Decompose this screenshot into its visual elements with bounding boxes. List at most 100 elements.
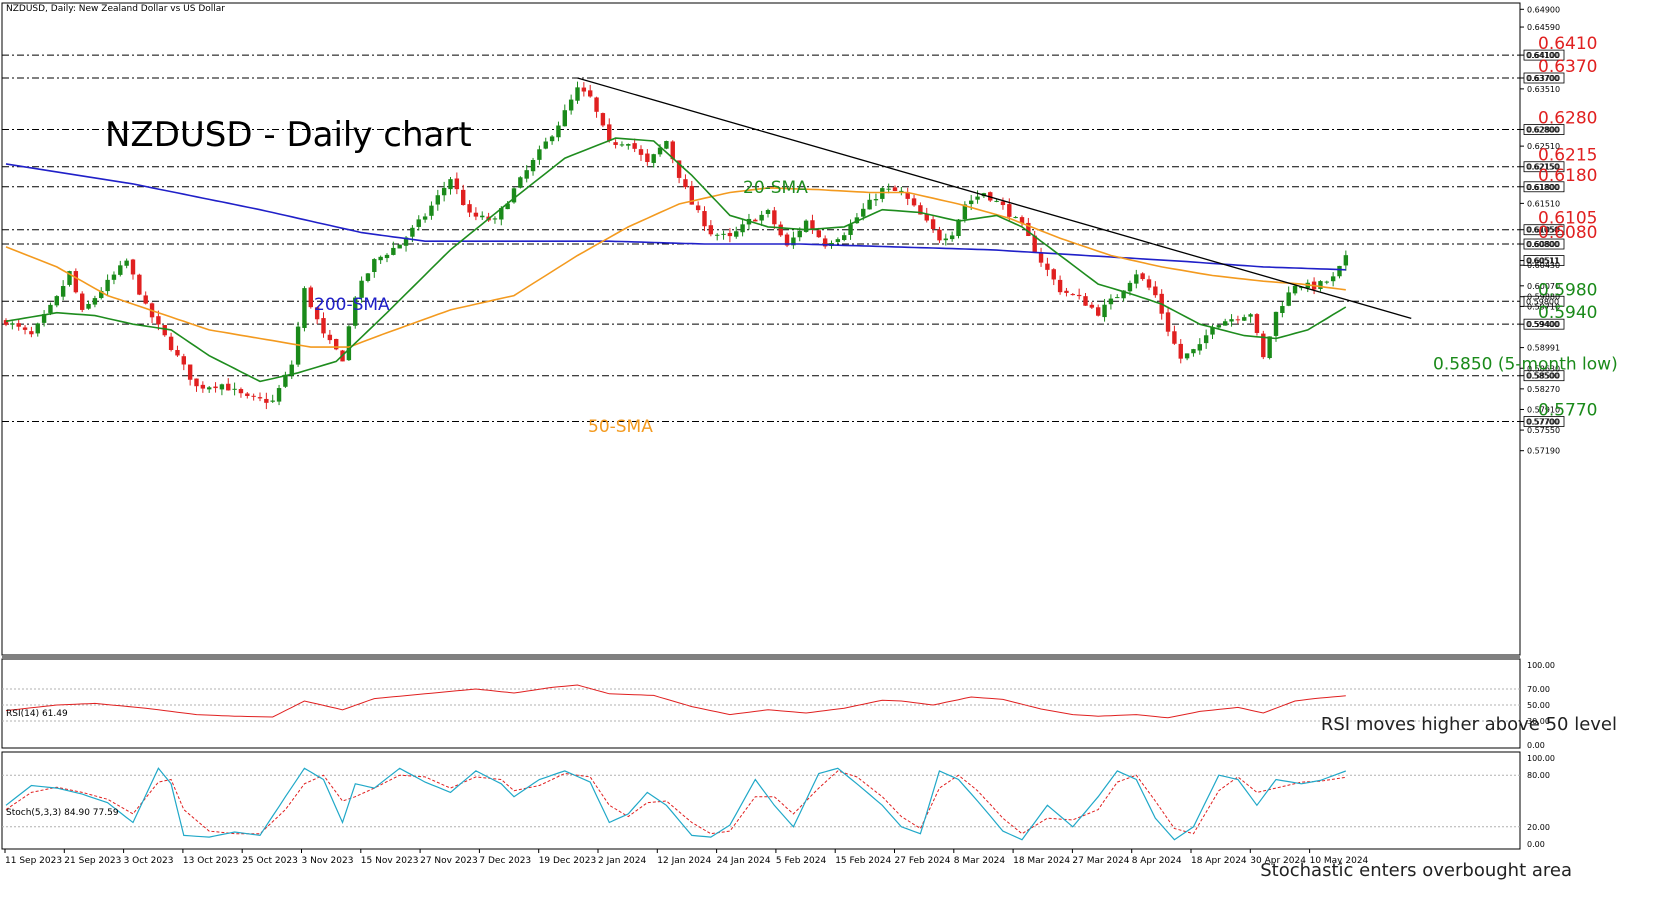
current-price-label: 0.60511 [1526, 257, 1559, 266]
rsi-pane-frame [1, 658, 1521, 749]
price-tick-label: 0.61050 [1527, 226, 1560, 235]
price-tick-label: 0.58270 [1527, 385, 1560, 394]
stoch-main-line [5, 767, 1347, 841]
candle-body [937, 229, 942, 241]
x-tick-label: 19 Dec 2023 [539, 856, 597, 866]
candle-body [708, 225, 714, 235]
candle-body [1330, 276, 1336, 282]
level-axis-value: 0.61050 [1526, 226, 1559, 235]
current-price-box [1523, 255, 1565, 266]
x-tick-label: 30 Apr 2024 [1250, 856, 1306, 866]
price-tick-label: 0.63510 [1527, 85, 1560, 94]
candle-body [92, 298, 98, 305]
candle-body [1216, 325, 1222, 328]
candle-body [1165, 312, 1171, 332]
price-tick-label: 0.62510 [1527, 142, 1560, 151]
candle-body [842, 235, 847, 240]
candle-body [422, 216, 428, 220]
candle-body [1127, 282, 1133, 292]
candle-body [562, 110, 567, 127]
x-tick-label: 11 Sep 2023 [5, 856, 62, 866]
price-tick-label: 0.57700 [1527, 418, 1560, 427]
candle-body [441, 187, 447, 196]
candle-body [118, 265, 123, 275]
candle-body [1115, 297, 1120, 299]
x-tick-label: 27 Mar 2024 [1072, 856, 1129, 866]
candle-body [1343, 255, 1349, 266]
candle-body [676, 160, 682, 178]
candle-body [410, 227, 415, 237]
candle-body [378, 256, 383, 261]
candle-body [1337, 265, 1342, 277]
candle-body [816, 230, 821, 238]
stoch-pane-frame [1, 751, 1521, 850]
x-tick-label: 25 Oct 2023 [242, 856, 298, 866]
rsi-tick-label: 0.00 [1527, 741, 1545, 750]
x-tick-label: 12 Jan 2024 [657, 856, 711, 866]
candle-body [168, 336, 174, 350]
candle-body [1178, 343, 1183, 359]
x-tick-label: 13 Oct 2023 [183, 856, 239, 866]
candle-body [111, 274, 117, 280]
price-tick-label: 0.60430 [1527, 261, 1560, 270]
candle-body [461, 189, 466, 206]
candle-body [1019, 217, 1025, 224]
candle-body [384, 254, 390, 259]
candle-body [238, 389, 244, 394]
level-axis-box [1523, 224, 1565, 236]
candle-body [124, 260, 129, 266]
level-label: 0.6180 [1538, 166, 1597, 186]
candle-body [905, 192, 910, 199]
candle-body [880, 188, 885, 199]
level-axis-value: 0.61800 [1526, 183, 1559, 192]
candle-body [791, 237, 796, 246]
candle-body [657, 147, 663, 155]
sma20-label: 20-SMA [743, 178, 808, 198]
candle-body [803, 220, 809, 232]
candle-body [994, 200, 999, 202]
candle-body [73, 271, 79, 293]
candle-body [359, 280, 364, 298]
candle-body [321, 318, 326, 334]
candle-body [1292, 285, 1298, 294]
candle-body [600, 113, 606, 126]
candle-body [353, 297, 358, 326]
candle-body [1210, 327, 1215, 335]
candle-body [1032, 235, 1037, 253]
x-tick-label: 8 Mar 2024 [954, 856, 1006, 866]
candle-body [740, 224, 745, 233]
candle-body [270, 400, 275, 402]
level-axis-box [1523, 238, 1565, 250]
stoch-tick-label: 0.00 [1527, 840, 1545, 849]
candle-body [1108, 298, 1114, 305]
candle-body [1057, 279, 1063, 293]
candle-body [41, 314, 47, 323]
level-label: 0.6080 [1538, 223, 1597, 243]
x-tick-label: 27 Feb 2024 [895, 856, 951, 866]
candle-body [1076, 294, 1082, 297]
x-tick-label: 21 Sep 2023 [64, 856, 121, 866]
candle-body [524, 170, 529, 179]
candle-body [930, 219, 936, 229]
candle-body [346, 326, 352, 361]
candle-body [3, 320, 9, 325]
candle-body [956, 219, 961, 237]
candle-body [80, 293, 85, 310]
stoch-tick-label: 80.00 [1527, 771, 1550, 780]
candle-body [1184, 353, 1190, 359]
candle-body [810, 220, 815, 230]
candle-body [645, 153, 650, 163]
candle-body [619, 144, 625, 146]
candle-body [22, 327, 28, 330]
price-tick-label: 0.57910 [1527, 405, 1560, 414]
candle-body [1051, 269, 1056, 280]
stoch-tick-label: 20.00 [1527, 823, 1550, 832]
candle-body [1070, 294, 1075, 296]
candle-body [308, 287, 313, 308]
x-tick-label: 7 Dec 2023 [479, 856, 531, 866]
level-axis-box [1523, 416, 1565, 427]
candle-body [130, 259, 136, 275]
candle-body [537, 149, 542, 160]
candle-body [372, 259, 377, 273]
